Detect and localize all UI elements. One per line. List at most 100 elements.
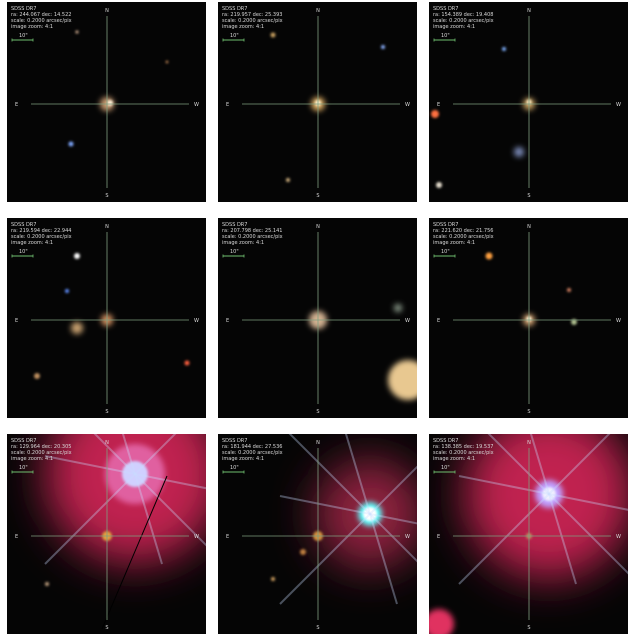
diffraction-spike bbox=[521, 403, 577, 585]
diffraction-spike bbox=[44, 455, 226, 493]
compass-s: S bbox=[105, 409, 108, 415]
sky-object bbox=[286, 178, 290, 182]
compass-n: N bbox=[527, 440, 531, 446]
sky-object bbox=[567, 288, 571, 292]
compass-w: W bbox=[194, 534, 199, 540]
compass-e: E bbox=[226, 318, 229, 324]
image-panel: SDSS DR7 ra: 138.385 dec: 19.537 scale: 0.… bbox=[424, 403, 628, 638]
scale-label: scale: 0.2000 arcsec/pix bbox=[11, 450, 72, 456]
scale-label: scale: 0.2000 arcsec/pix bbox=[433, 234, 494, 240]
coords-label: ra: 181.944 dec: 27.536 bbox=[222, 444, 282, 450]
sky-object bbox=[122, 461, 148, 487]
zoom-label: image zoom: 4:1 bbox=[433, 456, 475, 462]
sky-object bbox=[68, 141, 74, 147]
sky-object bbox=[424, 609, 454, 638]
compass-s: S bbox=[527, 193, 530, 199]
coords-label: ra: 244.067 dec: 14.522 bbox=[11, 12, 71, 18]
zoom-label: image zoom: 4:1 bbox=[222, 240, 264, 246]
scale-bar-label: 10" bbox=[230, 249, 239, 255]
zoom-label: image zoom: 4:1 bbox=[433, 24, 475, 30]
zoom-label: image zoom: 4:1 bbox=[11, 456, 53, 462]
sky-object bbox=[542, 487, 556, 501]
image-panel: SDSS DR7 ra: 207.798 dec: 25.141 scale: 0.… bbox=[218, 218, 428, 418]
coords-label: ra: 154.389 dec: 19.408 bbox=[433, 12, 493, 18]
image-panel: SDSS DR7 ra: 219.594 dec: 22.944 scale: 0.… bbox=[7, 218, 206, 418]
image-panel: SDSS DR7 ra: 129.964 dec: 20.305 scale: 0.… bbox=[7, 383, 226, 634]
satellite-trail bbox=[101, 475, 168, 630]
scale-label: scale: 0.2000 arcsec/pix bbox=[11, 234, 72, 240]
sky-object bbox=[45, 582, 49, 586]
sky-object bbox=[74, 253, 80, 259]
sky-object bbox=[300, 549, 306, 555]
compass-w: W bbox=[194, 102, 199, 108]
sky-object bbox=[184, 360, 190, 366]
compass-e: E bbox=[226, 534, 229, 540]
compass-n: N bbox=[527, 8, 531, 14]
survey-label: SDSS DR7 bbox=[222, 438, 247, 444]
scale-bar-label: 10" bbox=[19, 465, 28, 471]
zoom-label: image zoom: 4:1 bbox=[433, 240, 475, 246]
scale-label: scale: 0.2000 arcsec/pix bbox=[222, 450, 283, 456]
compass-w: W bbox=[616, 102, 621, 108]
survey-label: SDSS DR7 bbox=[433, 6, 458, 12]
survey-label: SDSS DR7 bbox=[11, 6, 36, 12]
sky-object bbox=[431, 110, 439, 118]
sky-object bbox=[381, 45, 385, 49]
scale-bar-label: 10" bbox=[19, 33, 28, 39]
compass-s: S bbox=[316, 625, 319, 631]
sky-object bbox=[75, 30, 79, 34]
diffraction-spike bbox=[458, 403, 628, 575]
image-panel: SDSS DR7 ra: 221.620 dec: 21.756 scale: 0.… bbox=[429, 218, 628, 418]
sky-object bbox=[485, 252, 493, 260]
compass-e: E bbox=[15, 102, 18, 108]
scale-bar-label: 10" bbox=[441, 465, 450, 471]
scale-label: scale: 0.2000 arcsec/pix bbox=[433, 450, 494, 456]
compass-e: E bbox=[437, 318, 440, 324]
sky-object bbox=[388, 360, 428, 400]
image-panel: SDSS DR7 ra: 244.067 dec: 14.522 scale: 0.… bbox=[7, 2, 206, 202]
scale-bar-label: 10" bbox=[441, 249, 450, 255]
compass-s: S bbox=[316, 193, 319, 199]
scale-label: scale: 0.2000 arcsec/pix bbox=[222, 18, 283, 24]
zoom-label: image zoom: 4:1 bbox=[222, 24, 264, 30]
sky-object bbox=[363, 507, 377, 521]
coords-label: ra: 219.594 dec: 22.944 bbox=[11, 228, 71, 234]
sky-object bbox=[270, 32, 276, 38]
zoom-label: image zoom: 4:1 bbox=[11, 24, 53, 30]
compass-s: S bbox=[527, 409, 530, 415]
compass-e: E bbox=[15, 534, 18, 540]
compass-n: N bbox=[527, 224, 531, 230]
scale-bar-label: 10" bbox=[441, 33, 450, 39]
survey-label: SDSS DR7 bbox=[222, 6, 247, 12]
zoom-label: image zoom: 4:1 bbox=[11, 240, 53, 246]
sky-object bbox=[571, 319, 577, 325]
compass-s: S bbox=[316, 409, 319, 415]
compass-w: W bbox=[194, 318, 199, 324]
scale-bar-label: 10" bbox=[230, 33, 239, 39]
sky-object bbox=[34, 373, 40, 379]
sky-object bbox=[436, 182, 442, 188]
compass-n: N bbox=[316, 224, 320, 230]
zoom-label: image zoom: 4:1 bbox=[222, 456, 264, 462]
coords-label: ra: 219.957 dec: 25.393 bbox=[222, 12, 282, 18]
sky-object bbox=[271, 577, 275, 581]
compass-n: N bbox=[316, 440, 320, 446]
survey-label: SDSS DR7 bbox=[11, 222, 36, 228]
survey-label: SDSS DR7 bbox=[433, 438, 458, 444]
compass-e: E bbox=[437, 102, 440, 108]
sky-object bbox=[107, 100, 113, 106]
sky-object bbox=[165, 60, 169, 64]
compass-s: S bbox=[105, 625, 108, 631]
sky-object bbox=[71, 322, 83, 334]
compass-n: N bbox=[105, 8, 109, 14]
coords-label: ra: 129.964 dec: 20.305 bbox=[11, 444, 71, 450]
sky-object bbox=[502, 47, 506, 51]
compass-w: W bbox=[616, 318, 621, 324]
